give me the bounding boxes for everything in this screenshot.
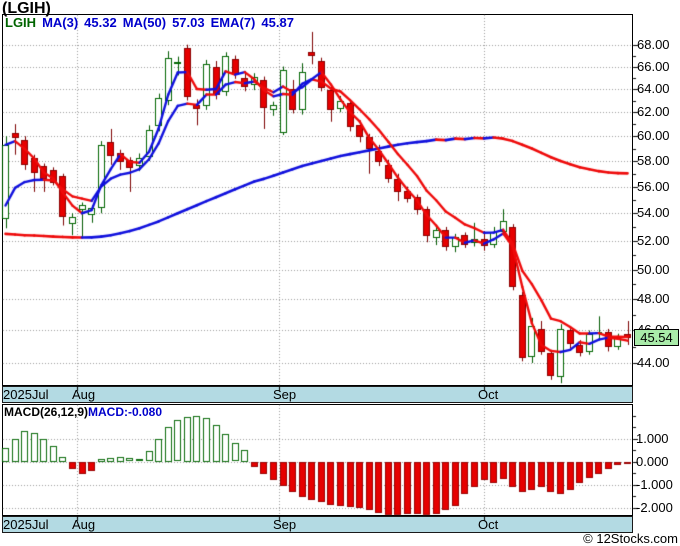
price-legend: LGIH MA(3) 45.32 MA(50) 57.03 EMA(7) 45.87 <box>5 15 294 30</box>
price-axis-label: 64.00 <box>637 81 670 96</box>
x-axis-label: Sep <box>273 387 297 402</box>
macd-axis-label: -1.000 <box>636 477 673 492</box>
macd-axis-label: 1.000 <box>636 431 669 446</box>
x-axis-label: Aug <box>72 387 96 402</box>
copyright-label: © 12Stocks.com <box>583 531 678 546</box>
macd-legend: MACD(26,12,9) MACD:-0.080 <box>4 405 162 419</box>
legend-label-ema7: EMA(7) <box>210 15 256 30</box>
legend-value: 57.03 <box>172 15 205 30</box>
legend-value: 45.87 <box>261 15 294 30</box>
price-axis-label: 48.00 <box>637 291 670 306</box>
macd-axis-label: 0.000 <box>636 454 669 469</box>
x-axis-label: Aug <box>72 517 96 532</box>
legend-label-ma50: MA(50) <box>122 15 167 30</box>
legend-value: 45.32 <box>84 15 117 30</box>
price-axis-label: 52.00 <box>637 233 670 248</box>
macd-axis-label: -2.000 <box>636 500 673 515</box>
current-price-badge: 45.54 <box>634 329 679 346</box>
x-axis-label: Sep <box>273 517 297 532</box>
price-axis-label: 62.00 <box>637 104 670 119</box>
price-axis-label: 60.00 <box>637 128 670 143</box>
price-axis-label: 58.00 <box>637 153 670 168</box>
price-axis-label: 54.00 <box>637 205 670 220</box>
x-axis-label: Oct <box>478 387 499 402</box>
macd-params-label: MACD(26,12,9) <box>4 405 89 419</box>
legend-label-lgih: LGIH <box>5 15 37 30</box>
x-axis-label: Oct <box>478 517 499 532</box>
price-axis-label: 68.00 <box>637 37 670 52</box>
price-axis-label: 44.00 <box>637 355 670 370</box>
price-axis-label: 66.00 <box>637 59 670 74</box>
x-axis-label: 2025Jul <box>3 517 49 532</box>
price-axis-label: 50.00 <box>637 262 670 277</box>
macd-value-label: MACD:-0.080 <box>88 405 163 419</box>
x-axis-label: 2025Jul <box>3 387 49 402</box>
price-axis-label: 56.00 <box>637 179 670 194</box>
legend-label-ma3: MA(3) <box>42 15 79 30</box>
